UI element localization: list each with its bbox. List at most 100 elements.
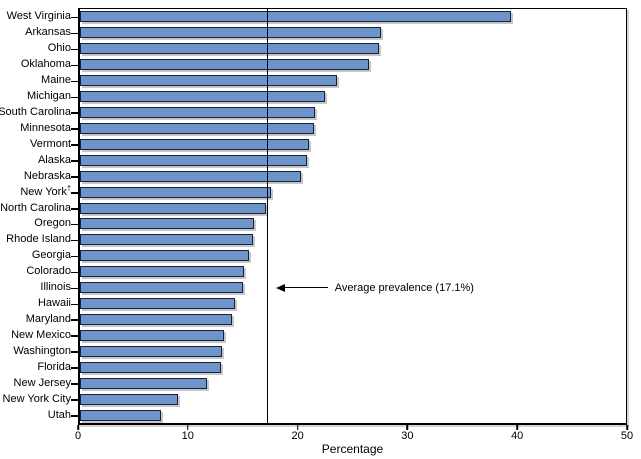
category-label-new-york: New York† <box>20 182 71 198</box>
bar-row-rhode-island: Rhode Island <box>6 232 626 248</box>
y-tick <box>71 239 78 242</box>
bar-vermont <box>80 138 310 150</box>
category-label-illinois: Illinois <box>40 281 71 294</box>
bar-row-illinois: Illinois <box>40 280 626 296</box>
x-tick-mark-40 <box>516 425 518 430</box>
bar-nebraska <box>80 170 301 182</box>
bar-washington <box>80 345 222 357</box>
bar-oregon <box>80 218 254 230</box>
x-tick-mark-10 <box>187 425 189 430</box>
bar-row-washington: Washington <box>13 343 626 359</box>
category-label-colorado: Colorado <box>26 265 71 278</box>
y-tick <box>71 48 78 51</box>
bar-maryland <box>80 313 232 325</box>
bar-arkansas <box>80 27 382 39</box>
bar-row-oregon: Oregon <box>34 216 626 232</box>
category-label-michigan: Michigan <box>26 90 71 103</box>
bar-maine <box>80 75 337 87</box>
y-tick <box>71 287 78 290</box>
y-tick <box>71 319 78 321</box>
y-tick <box>71 32 78 35</box>
y-tick <box>71 96 78 99</box>
category-label-new-jersey: New Jersey <box>13 376 71 389</box>
bar-row-maine: Maine <box>41 73 626 89</box>
category-label-rhode-island: Rhode Island <box>6 233 71 246</box>
y-tick <box>71 303 78 306</box>
category-label-minnesota: Minnesota <box>20 121 71 134</box>
bar-florida <box>80 361 221 373</box>
x-tick-label-10: 10 <box>181 430 194 442</box>
category-label-nebraska: Nebraska <box>23 169 71 182</box>
x-tick-label-30: 30 <box>401 430 414 442</box>
y-tick <box>71 160 78 162</box>
x-axis: 0 10 20 30 40 50 <box>74 425 633 445</box>
x-tick-mark-20 <box>296 425 299 430</box>
bar-row-florida: Florida <box>37 359 626 375</box>
bar-row-new-york: New York† <box>20 184 626 200</box>
x-tick-label-50: 50 <box>620 430 634 442</box>
y-tick <box>71 144 78 146</box>
category-label-ohio: Ohio <box>47 42 71 55</box>
y-tick <box>71 128 78 130</box>
bar-georgia <box>80 250 250 262</box>
category-label-oklahoma: Oklahoma <box>20 58 71 71</box>
y-tick <box>71 176 78 178</box>
category-label-north-carolina: North Carolina <box>0 201 71 214</box>
bar-new-york <box>80 186 272 198</box>
y-tick <box>71 367 78 369</box>
bar-row-new-jersey: New Jersey <box>14 375 626 391</box>
category-label-georgia: Georgia <box>31 249 71 262</box>
bar-row-west-virginia: West Virginia <box>7 9 626 25</box>
bar-row-minnesota: Minnesota <box>20 120 626 136</box>
y-tick <box>71 383 78 385</box>
bar-utah <box>80 409 161 421</box>
bar-new-jersey <box>80 377 207 389</box>
category-label-arkansas: Arkansas <box>25 26 71 39</box>
bar-row-new-mexico: New Mexico <box>11 327 626 343</box>
y-tick <box>71 112 78 114</box>
category-label-west-virginia: West Virginia <box>6 10 71 23</box>
bar-row-utah: Utah <box>48 407 626 423</box>
y-tick <box>71 399 78 401</box>
y-tick <box>71 271 78 274</box>
y-tick <box>71 64 78 67</box>
category-label-oregon: Oregon <box>34 217 71 230</box>
category-label-hawaii: Hawaii <box>37 297 71 310</box>
average-prevalence-line <box>266 9 269 423</box>
bar-row-arkansas: Arkansas <box>25 25 626 41</box>
bar-rhode-island <box>80 234 253 246</box>
x-tick-label-40: 40 <box>511 430 524 442</box>
x-tick-mark-50 <box>626 425 628 430</box>
category-label-alaska: Alaska <box>37 153 71 166</box>
bar-row-oklahoma: Oklahoma <box>21 57 626 73</box>
average-annotation: Average prevalence (17.1%) <box>275 281 474 294</box>
arrow-line <box>283 286 328 289</box>
category-label-utah: Utah <box>47 408 71 421</box>
bar-minnesota <box>80 122 314 134</box>
bar-row-alaska: Alaska <box>38 152 626 168</box>
bar-row-georgia: Georgia <box>32 248 626 264</box>
bar-oklahoma <box>80 59 370 71</box>
bar-row-nebraska: Nebraska <box>24 168 626 184</box>
bar-row-michigan: Michigan <box>27 89 626 105</box>
y-tick <box>71 208 78 210</box>
category-label-florida: Florida <box>37 360 71 373</box>
average-annotation-label: Average prevalence (17.1%) <box>334 281 474 294</box>
bar-new-mexico <box>80 329 225 341</box>
bar-row-vermont: Vermont <box>30 136 626 152</box>
category-label-new-york-city: New York City <box>2 392 71 405</box>
category-label-vermont: Vermont <box>30 137 71 150</box>
category-label-maine: Maine <box>41 74 71 87</box>
bar-row-maryland: Maryland <box>26 312 626 328</box>
y-tick <box>71 335 78 337</box>
y-tick <box>71 255 78 258</box>
x-tick-label-20: 20 <box>291 430 304 442</box>
bar-row-north-carolina: North Carolina <box>0 200 626 216</box>
x-tick-mark-0 <box>77 425 79 430</box>
x-tick-label-0: 0 <box>74 430 82 442</box>
y-tick <box>71 223 78 226</box>
bar-west-virginia <box>80 11 512 23</box>
bar-row-south-carolina: South Carolina <box>0 105 626 121</box>
bar-row-ohio: Ohio <box>48 41 626 57</box>
